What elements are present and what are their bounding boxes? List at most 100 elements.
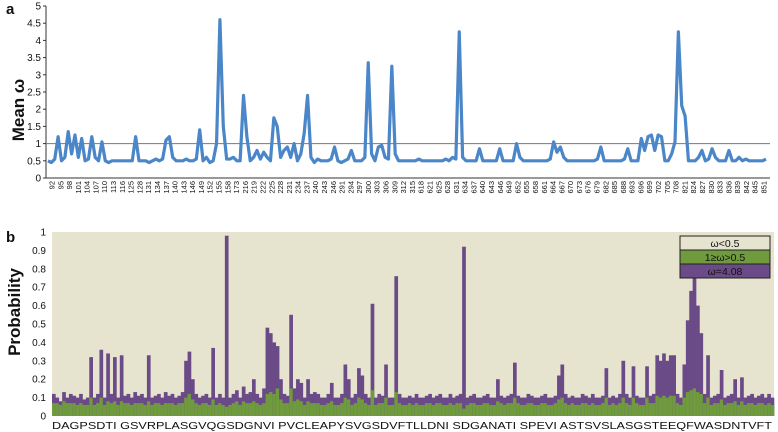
panel-a-xtick-label-8: 116 — [118, 181, 127, 193]
bar-mid-109 — [421, 404, 426, 416]
bar-mid-8 — [79, 403, 83, 416]
bar-mid-156 — [580, 403, 585, 416]
panel-a-xtick-label-7: 113 — [109, 181, 118, 193]
bar-mid-42 — [194, 403, 199, 416]
bar-high-189 — [692, 250, 697, 416]
bar-mid-133 — [502, 404, 507, 416]
panel-a-xtick-label-56: 661 — [540, 181, 549, 194]
bar-mid-45 — [204, 403, 209, 416]
bar-mid-194 — [709, 404, 714, 416]
bar-mid-203 — [740, 401, 744, 416]
bar-high-73 — [299, 382, 304, 416]
bar-mid-107 — [414, 403, 419, 416]
bar-mid-144 — [540, 403, 544, 416]
panel-a-xtick-label-40: 312 — [399, 181, 408, 194]
bar-mid-95 — [374, 404, 378, 416]
bar-mid-127 — [482, 403, 487, 416]
bar-mid-52 — [228, 404, 232, 416]
bar-high-187 — [685, 320, 690, 416]
panel-a-xtick-label-22: 216 — [241, 181, 250, 194]
bar-mid-205 — [746, 403, 751, 416]
panel-a-xtick-label-10: 128 — [135, 181, 144, 194]
bar-mid-51 — [224, 406, 229, 416]
bar-mid-79 — [319, 404, 324, 416]
bar-mid-118 — [451, 404, 456, 416]
bar-mid-91 — [360, 399, 365, 416]
legend-swatch-high — [679, 263, 771, 279]
bar-mid-117 — [448, 403, 453, 416]
bar-mid-57 — [245, 403, 249, 416]
bar-mid-192 — [702, 403, 707, 416]
panel-a-ytick-label-5: 2.5 — [27, 88, 41, 99]
bar-mid-18 — [113, 401, 117, 416]
bar-mid-151 — [563, 403, 568, 416]
bar-mid-149 — [557, 399, 561, 416]
panel-a-xtick-label-30: 240 — [311, 181, 320, 194]
bar-mid-86 — [343, 397, 348, 416]
panel-a-xtick-label-68: 699 — [645, 181, 654, 194]
panel-a-xtick-label-19: 155 — [215, 181, 224, 194]
panel-a-xtick-label-17: 149 — [197, 181, 206, 194]
bar-high-101 — [394, 276, 399, 416]
bar-mid-73 — [299, 401, 304, 416]
panel-a-xtick-label-29: 237 — [302, 181, 311, 194]
bar-mid-104 — [404, 404, 409, 416]
bar-mid-167 — [618, 403, 622, 416]
bar-mid-179 — [658, 397, 663, 416]
panel-a-ytick-label-10: 5 — [35, 2, 41, 13]
bar-mid-40 — [187, 393, 192, 416]
panel-a-xtick-label-72: 821 — [680, 181, 689, 194]
panel-a-xtick-label-66: 693 — [628, 181, 637, 194]
panel-b-ytick-label-8: 0.8 — [32, 264, 46, 275]
bar-mid-166 — [614, 404, 619, 416]
bar-mid-39 — [184, 397, 188, 416]
panel-a-xtick-label-81: 851 — [760, 181, 769, 194]
panel-a-xtick-label-33: 291 — [338, 181, 347, 194]
bar-mid-184 — [675, 403, 680, 416]
bar-high-149 — [557, 375, 561, 416]
bar-high-16 — [106, 353, 110, 416]
bar-mid-178 — [655, 395, 660, 416]
bar-mid-44 — [201, 403, 205, 416]
panel-a-xtick-label-75: 830 — [707, 181, 716, 194]
bar-mid-31 — [157, 403, 161, 416]
panel-a-xtick-label-24: 222 — [258, 181, 267, 194]
bar-mid-32 — [160, 404, 165, 416]
bar-mid-159 — [590, 403, 595, 416]
bar-high-168 — [621, 360, 626, 416]
panel-b-ytick-label-2: 0.2 — [32, 375, 46, 386]
bar-mid-4 — [65, 403, 70, 416]
panel-b-y-ticks: 0 0.1 0.2 0.3 0.4 0.5 0.6 0.7 0.8 0.9 1 — [32, 228, 46, 423]
bar-mid-38 — [180, 403, 185, 416]
bar-mid-128 — [485, 403, 490, 416]
bar-mid-108 — [418, 404, 422, 416]
panel-a-xtick-label-4: 104 — [83, 181, 92, 194]
panel-b-ytick-label-6: 0.6 — [32, 301, 46, 312]
panel-a-xtick-label-59: 670 — [566, 181, 575, 194]
panel-a-xtick-label-20: 158 — [223, 181, 232, 194]
bar-mid-106 — [411, 404, 415, 416]
bar-mid-76 — [309, 403, 314, 416]
panel-b-ytick-label-4: 0.4 — [32, 338, 46, 349]
bar-mid-169 — [624, 403, 629, 416]
bar-mid-191 — [699, 393, 704, 416]
bar-mid-89 — [353, 403, 358, 416]
panel-a-ytick-label-0: 0 — [35, 174, 41, 185]
panel-a-xtick-label-79: 842 — [742, 181, 751, 194]
bar-mid-112 — [431, 404, 436, 416]
bar-mid-97 — [380, 403, 385, 416]
panel-a-xtick-label-32: 246 — [329, 181, 338, 194]
bar-mid-182 — [668, 395, 673, 416]
panel-a-xtick-label-6: 110 — [100, 181, 109, 193]
bar-high-183 — [672, 355, 676, 416]
panel-a-xtick-label-39: 309 — [390, 181, 399, 194]
bar-mid-48 — [214, 404, 219, 416]
bar-mid-50 — [221, 404, 226, 416]
bar-mid-199 — [726, 403, 731, 416]
bar-mid-134 — [506, 403, 510, 416]
bar-high-179 — [658, 360, 663, 416]
bar-high-186 — [682, 364, 687, 416]
bar-mid-110 — [424, 403, 429, 416]
bar-mid-202 — [736, 404, 741, 416]
